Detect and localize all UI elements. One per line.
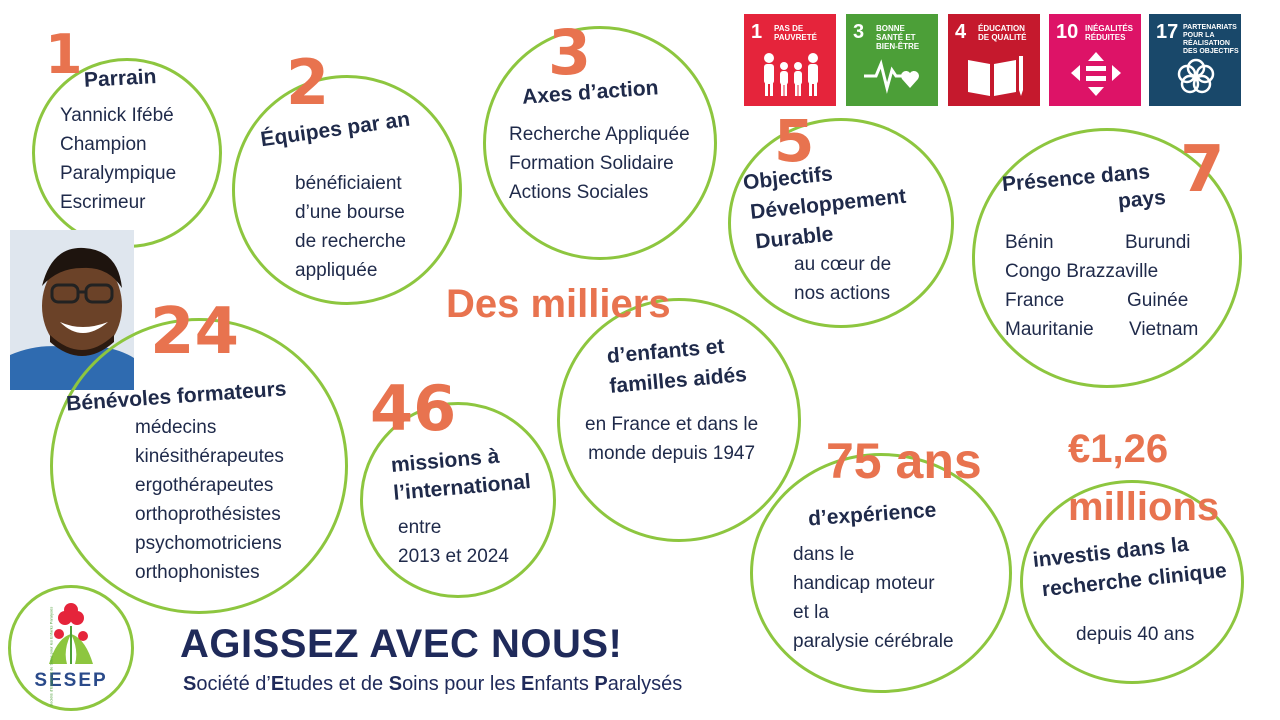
parrain-number: 1 bbox=[45, 23, 83, 86]
sesep-logo: SESEP Société d'Etudes et de Soins pour … bbox=[8, 585, 134, 711]
milliers-details: en France et dans le monde depuis 1947 bbox=[585, 414, 759, 464]
odd-number: 1 bbox=[751, 21, 763, 43]
benevoles-number: 24 bbox=[150, 295, 240, 369]
parrain-details: Yannick Ifébé Champion Paralympique Escr… bbox=[60, 105, 177, 213]
missions-number: 46 bbox=[370, 372, 457, 445]
odd-tile-3: 3 BONNE SANTÉ ET BIEN-ÊTRE bbox=[846, 14, 938, 106]
odd-tile-4: 4 ÉDUCATION DE QUALITÉ bbox=[948, 14, 1040, 106]
missions-details: entre 2013 et 2024 bbox=[398, 517, 509, 567]
axes-details: Recherche Appliquée Formation Solidaire … bbox=[509, 124, 690, 203]
presence-number: 7 bbox=[1180, 133, 1225, 207]
experience-details: dans le handicap moteur et la paralysie … bbox=[793, 544, 954, 652]
people-icon bbox=[764, 53, 818, 96]
odd-number: 4 bbox=[955, 21, 967, 43]
objectifs-title: Objectifs Développement Durable bbox=[742, 162, 908, 254]
milliers-circle bbox=[557, 298, 801, 542]
equipes-circle bbox=[232, 75, 462, 305]
missions-circle bbox=[360, 402, 556, 598]
odd-tile-17: 17 PARTENARIATS POUR LA RÉALISATION DES … bbox=[1149, 14, 1241, 106]
rings-icon bbox=[1177, 58, 1215, 94]
logo-ring-text: Société d'Etudes et de Soins pour les En… bbox=[48, 606, 54, 707]
odd-number: 10 bbox=[1056, 21, 1079, 43]
experience-circle bbox=[750, 453, 1012, 693]
investis-circle bbox=[1020, 480, 1244, 684]
objectifs-details: au cœur de nos actions bbox=[794, 254, 892, 304]
milliers-title: d’enfants et familles aidés bbox=[605, 334, 748, 398]
objectifs-number: 5 bbox=[774, 107, 815, 175]
odd-label: INÉGALITÉS RÉDUITES bbox=[1085, 24, 1134, 42]
odd-tile-10: 10 INÉGALITÉS RÉDUITES bbox=[1049, 14, 1141, 106]
milliers-number: Des milliers bbox=[446, 282, 671, 326]
odd-label: ÉDUCATION DE QUALITÉ bbox=[978, 24, 1027, 42]
missions-title: missions à l’international bbox=[389, 444, 532, 505]
odd-label: PARTENARIATS POUR LA RÉALISATION DES OBJ… bbox=[1183, 24, 1239, 55]
org-tagline: Société d’Etudes et de Soins pour les En… bbox=[183, 673, 683, 695]
objectifs-circle bbox=[728, 118, 954, 328]
parrain-title: Parrain bbox=[83, 65, 157, 92]
benevoles-circle bbox=[50, 318, 348, 614]
axes-circle bbox=[483, 26, 717, 260]
benevoles-details: médecins kinésithérapeutes ergothérapeut… bbox=[135, 417, 284, 583]
equality-icon bbox=[1071, 52, 1121, 96]
axes-number: 3 bbox=[548, 16, 592, 89]
presence-circle bbox=[972, 128, 1242, 388]
odd-tile-1: 1 PAS DE PAUVRETÉ bbox=[744, 14, 836, 106]
investis-number: €1,26 millions bbox=[1068, 427, 1220, 529]
equipes-details: bénéficiaient d’une bourse de recherche … bbox=[295, 173, 406, 281]
investis-details: depuis 40 ans bbox=[1076, 624, 1195, 645]
logo-text: SESEP bbox=[34, 670, 108, 691]
odd-label: PAS DE PAUVRETÉ bbox=[774, 24, 817, 42]
odd-number: 17 bbox=[1156, 21, 1179, 43]
odd-label: BONNE SANTÉ ET BIEN-ÊTRE bbox=[876, 24, 920, 51]
equipes-number: 2 bbox=[286, 46, 330, 119]
cta-heading: AGISSEZ AVEC NOUS! bbox=[180, 622, 623, 666]
experience-number: 75 ans bbox=[826, 433, 982, 489]
book-icon bbox=[968, 56, 1023, 96]
flower-icon bbox=[49, 603, 93, 664]
odd-number: 3 bbox=[853, 21, 865, 43]
heartbeat-icon bbox=[864, 59, 919, 94]
